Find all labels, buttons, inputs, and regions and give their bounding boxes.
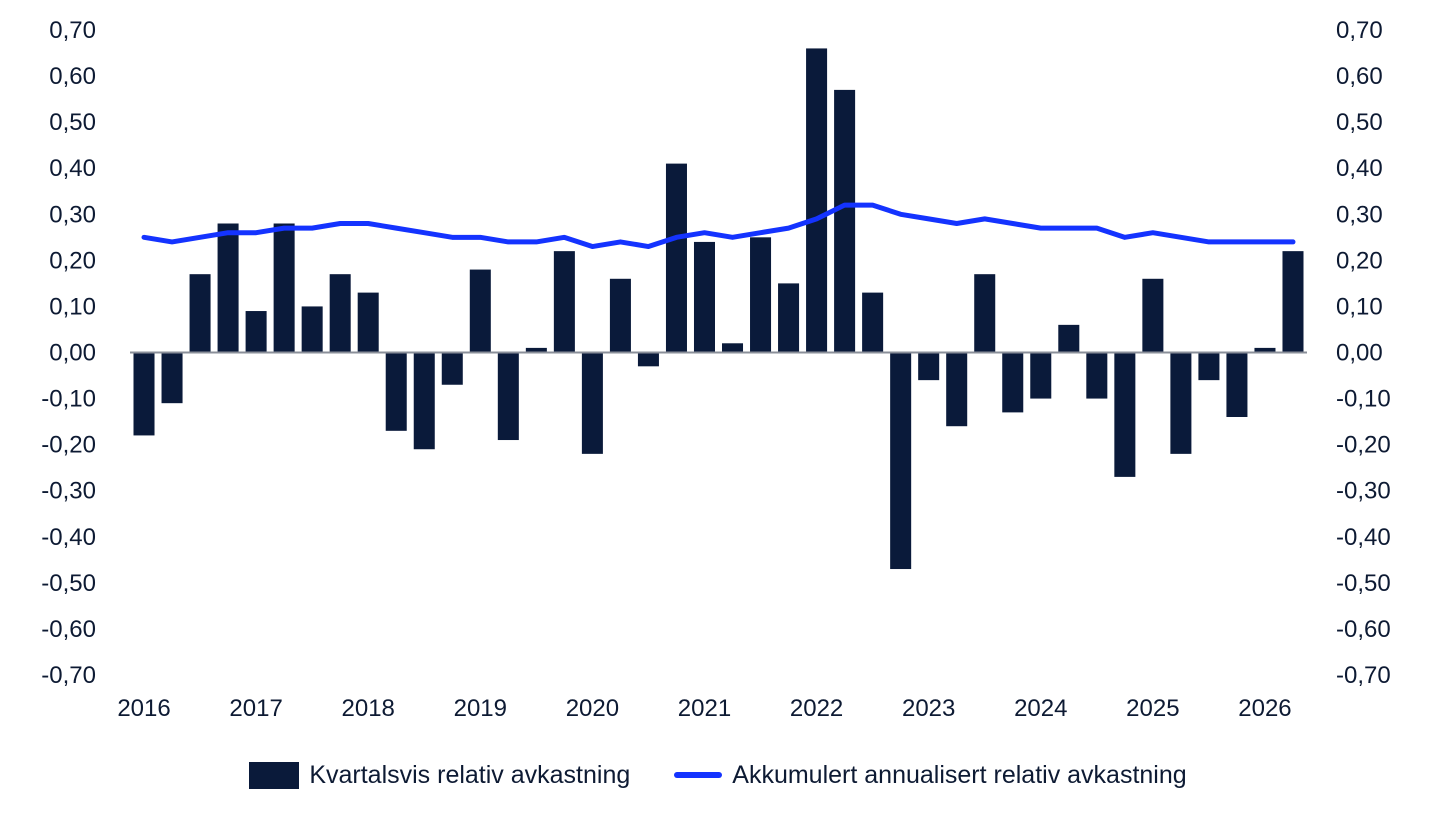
left-y-tick-label: 0,10 [49,293,96,320]
legend-swatch-line [674,772,723,778]
left-y-tick-label: -0,30 [41,478,96,505]
right-y-axis: 0,70 0,60 0,50 0,40 0,30 0,20 0,10 0,00 -0,10 -0,… [1336,17,1391,689]
left-y-tick-label: 0,30 [49,201,96,228]
bar [918,352,940,381]
bar [834,89,856,353]
right-y-tick-label: 0,70 [1336,17,1383,44]
legend-label-bars: Kvartalsvis relativ avkastning [309,760,631,789]
left-y-tick-label: -0,60 [41,616,96,643]
bar [609,278,631,353]
right-y-tick-label: -0,70 [1336,662,1391,689]
x-tick-label: 2022 [790,695,843,722]
right-y-tick-label: 0,50 [1336,109,1383,136]
bar [974,274,996,353]
left-y-tick-label: -0,10 [41,386,96,413]
bar [665,163,687,353]
bar [1170,352,1192,454]
bar [890,352,912,570]
x-tick-label: 2026 [1238,695,1291,722]
bar [385,352,407,431]
x-tick-label: 2023 [902,695,955,722]
left-y-tick-label: 0,60 [49,63,96,90]
line-series [141,202,1296,250]
bar [301,306,323,353]
left-y-tick-label: 0,20 [49,247,96,274]
bar [245,311,267,353]
left-y-axis: 0,70 0,60 0,50 0,40 0,30 0,20 0,10 0,00 -0,10 -0,… [41,17,96,689]
bar [1226,352,1248,417]
right-y-tick-label: -0,60 [1336,616,1391,643]
left-y-tick-label: 0,00 [49,340,96,367]
legend-label-line: Akkumulert annualisert relativ avkastnin… [732,760,1187,789]
legend-item-line: Akkumulert annualisert relativ avkastnin… [674,760,1187,790]
bar [133,352,155,436]
bar [189,274,211,353]
bar [1142,278,1164,353]
bar-series [133,48,1304,570]
bar [161,352,183,404]
x-axis: 2016 2017 2018 2019 2020 2021 2022 2023 2024 2025… [117,695,1291,722]
left-y-tick-label: -0,20 [41,432,96,459]
bar [581,352,603,454]
right-y-tick-label: 0,00 [1336,340,1383,367]
x-tick-label: 2020 [566,695,619,722]
bar [750,237,772,353]
x-tick-label: 2016 [117,695,170,722]
bar [637,352,659,367]
bar [469,269,491,353]
x-tick-label: 2019 [454,695,507,722]
right-y-tick-label: -0,40 [1336,524,1391,551]
bar [693,241,715,353]
bar [1282,251,1304,353]
bar [413,352,435,450]
right-y-tick-label: 0,20 [1336,247,1383,274]
x-tick-label: 2021 [678,695,731,722]
bar [778,283,800,353]
left-y-tick-label: 0,70 [49,17,96,44]
right-y-tick-label: 0,10 [1336,293,1383,320]
bar [1058,324,1080,353]
bar [1002,352,1024,413]
right-y-tick-label: -0,20 [1336,432,1391,459]
bar [217,223,239,353]
right-y-tick-label: -0,50 [1336,570,1391,597]
bar [357,292,379,353]
bar [497,352,519,441]
bar [1030,352,1052,399]
right-y-tick-label: -0,10 [1336,386,1391,413]
bar [329,274,351,353]
legend-swatch-bar [249,761,300,789]
bar [525,347,547,353]
bar [1254,347,1276,353]
bar [273,223,295,353]
left-y-tick-label: 0,50 [49,109,96,136]
chart: 0,70 0,60 0,50 0,40 0,30 0,20 0,10 0,00 -0,10 -0,… [41,17,1391,722]
right-y-tick-label: 0,60 [1336,63,1383,90]
x-tick-label: 2018 [342,695,395,722]
x-tick-label: 2017 [229,695,282,722]
left-y-tick-label: -0,40 [41,524,96,551]
bar [553,251,575,353]
right-y-tick-label: -0,30 [1336,478,1391,505]
right-y-tick-label: 0,30 [1336,201,1383,228]
right-y-tick-label: 0,40 [1336,155,1383,182]
legend: Kvartalsvis relativ avkastning Akkumuler… [0,752,1436,798]
bar [1114,352,1136,477]
bar [806,48,828,353]
legend-item-bars: Kvartalsvis relativ avkastning [249,761,630,790]
bar [1086,352,1108,399]
left-y-tick-label: 0,40 [49,155,96,182]
x-tick-label: 2024 [1014,695,1067,722]
bar [1198,352,1220,381]
left-y-tick-label: -0,70 [41,662,96,689]
bar [441,352,463,385]
x-tick-label: 2025 [1126,695,1179,722]
bar [946,352,968,427]
bar [722,343,744,353]
bar [862,292,884,353]
left-y-tick-label: -0,50 [41,570,96,597]
